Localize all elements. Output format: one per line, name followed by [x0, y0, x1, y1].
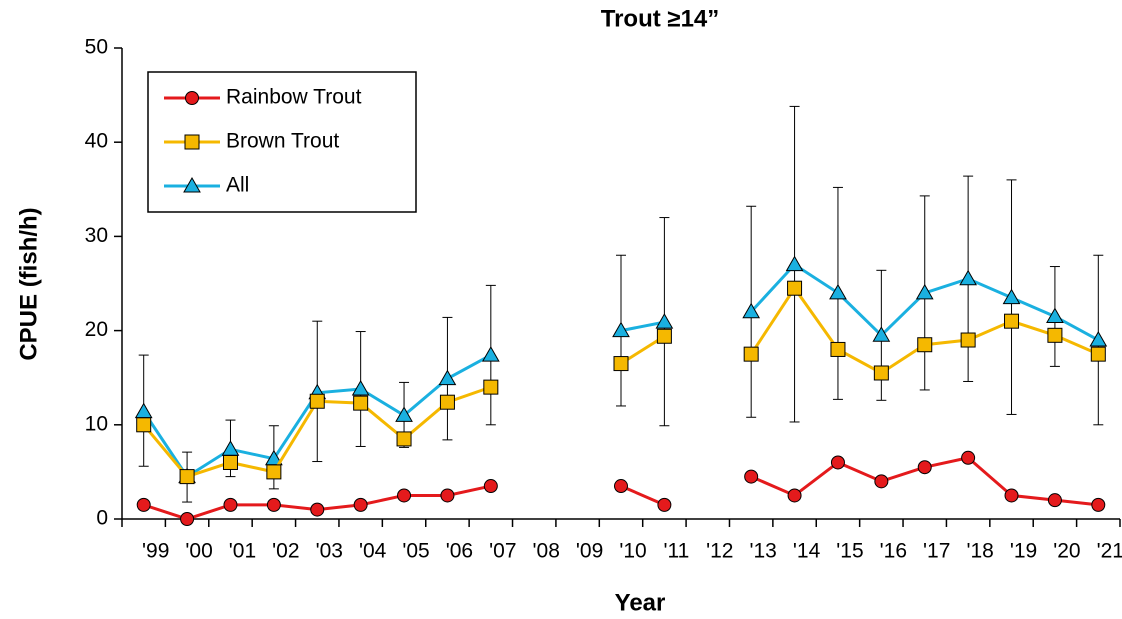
marker [440, 488, 455, 503]
marker [353, 395, 369, 411]
marker [1091, 497, 1106, 512]
y-tick-label: 20 [85, 318, 108, 341]
y-tick-label: 10 [85, 412, 108, 435]
x-tick-label: '20 [1053, 540, 1080, 563]
x-tick-label: '01 [229, 540, 256, 563]
marker [439, 394, 455, 410]
marker [874, 474, 889, 489]
marker [787, 280, 803, 296]
marker [136, 497, 151, 512]
marker [185, 91, 199, 105]
x-tick-label: '05 [402, 540, 429, 563]
x-tick-label: '02 [272, 540, 299, 563]
x-tick-label: '19 [1010, 540, 1037, 563]
x-tick-label: '14 [793, 540, 821, 563]
x-tick-label: '00 [185, 540, 212, 563]
x-tick-label: '12 [706, 540, 733, 563]
x-tick-label: '13 [749, 540, 776, 563]
marker [310, 502, 325, 517]
y-tick-label: 0 [96, 507, 108, 530]
marker [787, 488, 802, 503]
marker [917, 337, 933, 353]
marker [742, 302, 761, 319]
x-tick-label: '10 [619, 540, 646, 563]
marker [266, 464, 282, 480]
legend-label: All [226, 174, 249, 197]
x-tick-label: '08 [533, 540, 560, 563]
marker [830, 455, 845, 470]
marker [785, 255, 804, 272]
y-axis-label: CPUE (fish/h) [15, 207, 42, 360]
marker [1046, 307, 1064, 323]
marker [655, 313, 674, 329]
x-tick-label: '21 [1097, 540, 1122, 563]
x-tick-label: '09 [576, 540, 603, 563]
x-tick-label: '06 [446, 540, 473, 563]
x-tick-label: '18 [966, 540, 993, 563]
marker [136, 417, 152, 433]
y-tick-label: 40 [85, 130, 108, 153]
marker [395, 406, 413, 422]
marker [351, 379, 370, 396]
chart-title: Trout ≥14” [601, 5, 720, 32]
marker [960, 332, 976, 348]
marker [438, 369, 457, 386]
marker [483, 479, 498, 494]
marker [396, 431, 412, 447]
legend-label: Rainbow Trout [226, 86, 362, 109]
marker [612, 321, 630, 338]
marker [1004, 488, 1019, 503]
marker [917, 460, 932, 475]
marker [1047, 493, 1062, 508]
marker [614, 479, 628, 494]
marker [221, 440, 240, 456]
marker [656, 328, 672, 344]
marker [179, 469, 195, 485]
marker [134, 402, 153, 419]
marker [961, 450, 976, 465]
marker [223, 497, 238, 512]
marker [481, 346, 500, 362]
marker [183, 176, 201, 193]
marker [222, 454, 238, 470]
marker [1047, 327, 1063, 343]
y-tick-label: 30 [85, 224, 108, 247]
marker [613, 356, 629, 372]
marker [743, 346, 759, 362]
x-tick-label: '16 [880, 540, 907, 563]
marker [397, 488, 412, 503]
x-tick-label: '11 [663, 540, 689, 563]
x-axis-label: Year [615, 589, 666, 616]
marker [959, 269, 977, 286]
x-tick-label: '17 [923, 540, 950, 563]
marker [483, 379, 499, 395]
marker [353, 497, 368, 512]
marker [829, 283, 847, 300]
x-tick-label: '07 [489, 540, 516, 563]
marker [744, 469, 759, 484]
marker [180, 512, 195, 526]
marker [873, 365, 889, 381]
marker [1004, 313, 1020, 329]
marker [872, 326, 891, 342]
y-tick-label: 50 [85, 36, 108, 59]
marker [1090, 346, 1106, 362]
marker [184, 134, 200, 150]
marker [309, 393, 325, 409]
marker [915, 283, 934, 300]
marker [1089, 331, 1108, 347]
x-tick-label: '03 [316, 540, 343, 563]
marker [1002, 288, 1021, 305]
legend: Rainbow Trout Brown Trout All [147, 71, 417, 213]
legend-label: Brown Trout [226, 130, 339, 153]
x-tick-label: '15 [836, 540, 863, 563]
x-tick-label: '04 [359, 540, 387, 563]
marker [657, 497, 672, 512]
marker [266, 497, 281, 512]
x-tick-label: '99 [142, 540, 169, 563]
marker [830, 341, 846, 357]
